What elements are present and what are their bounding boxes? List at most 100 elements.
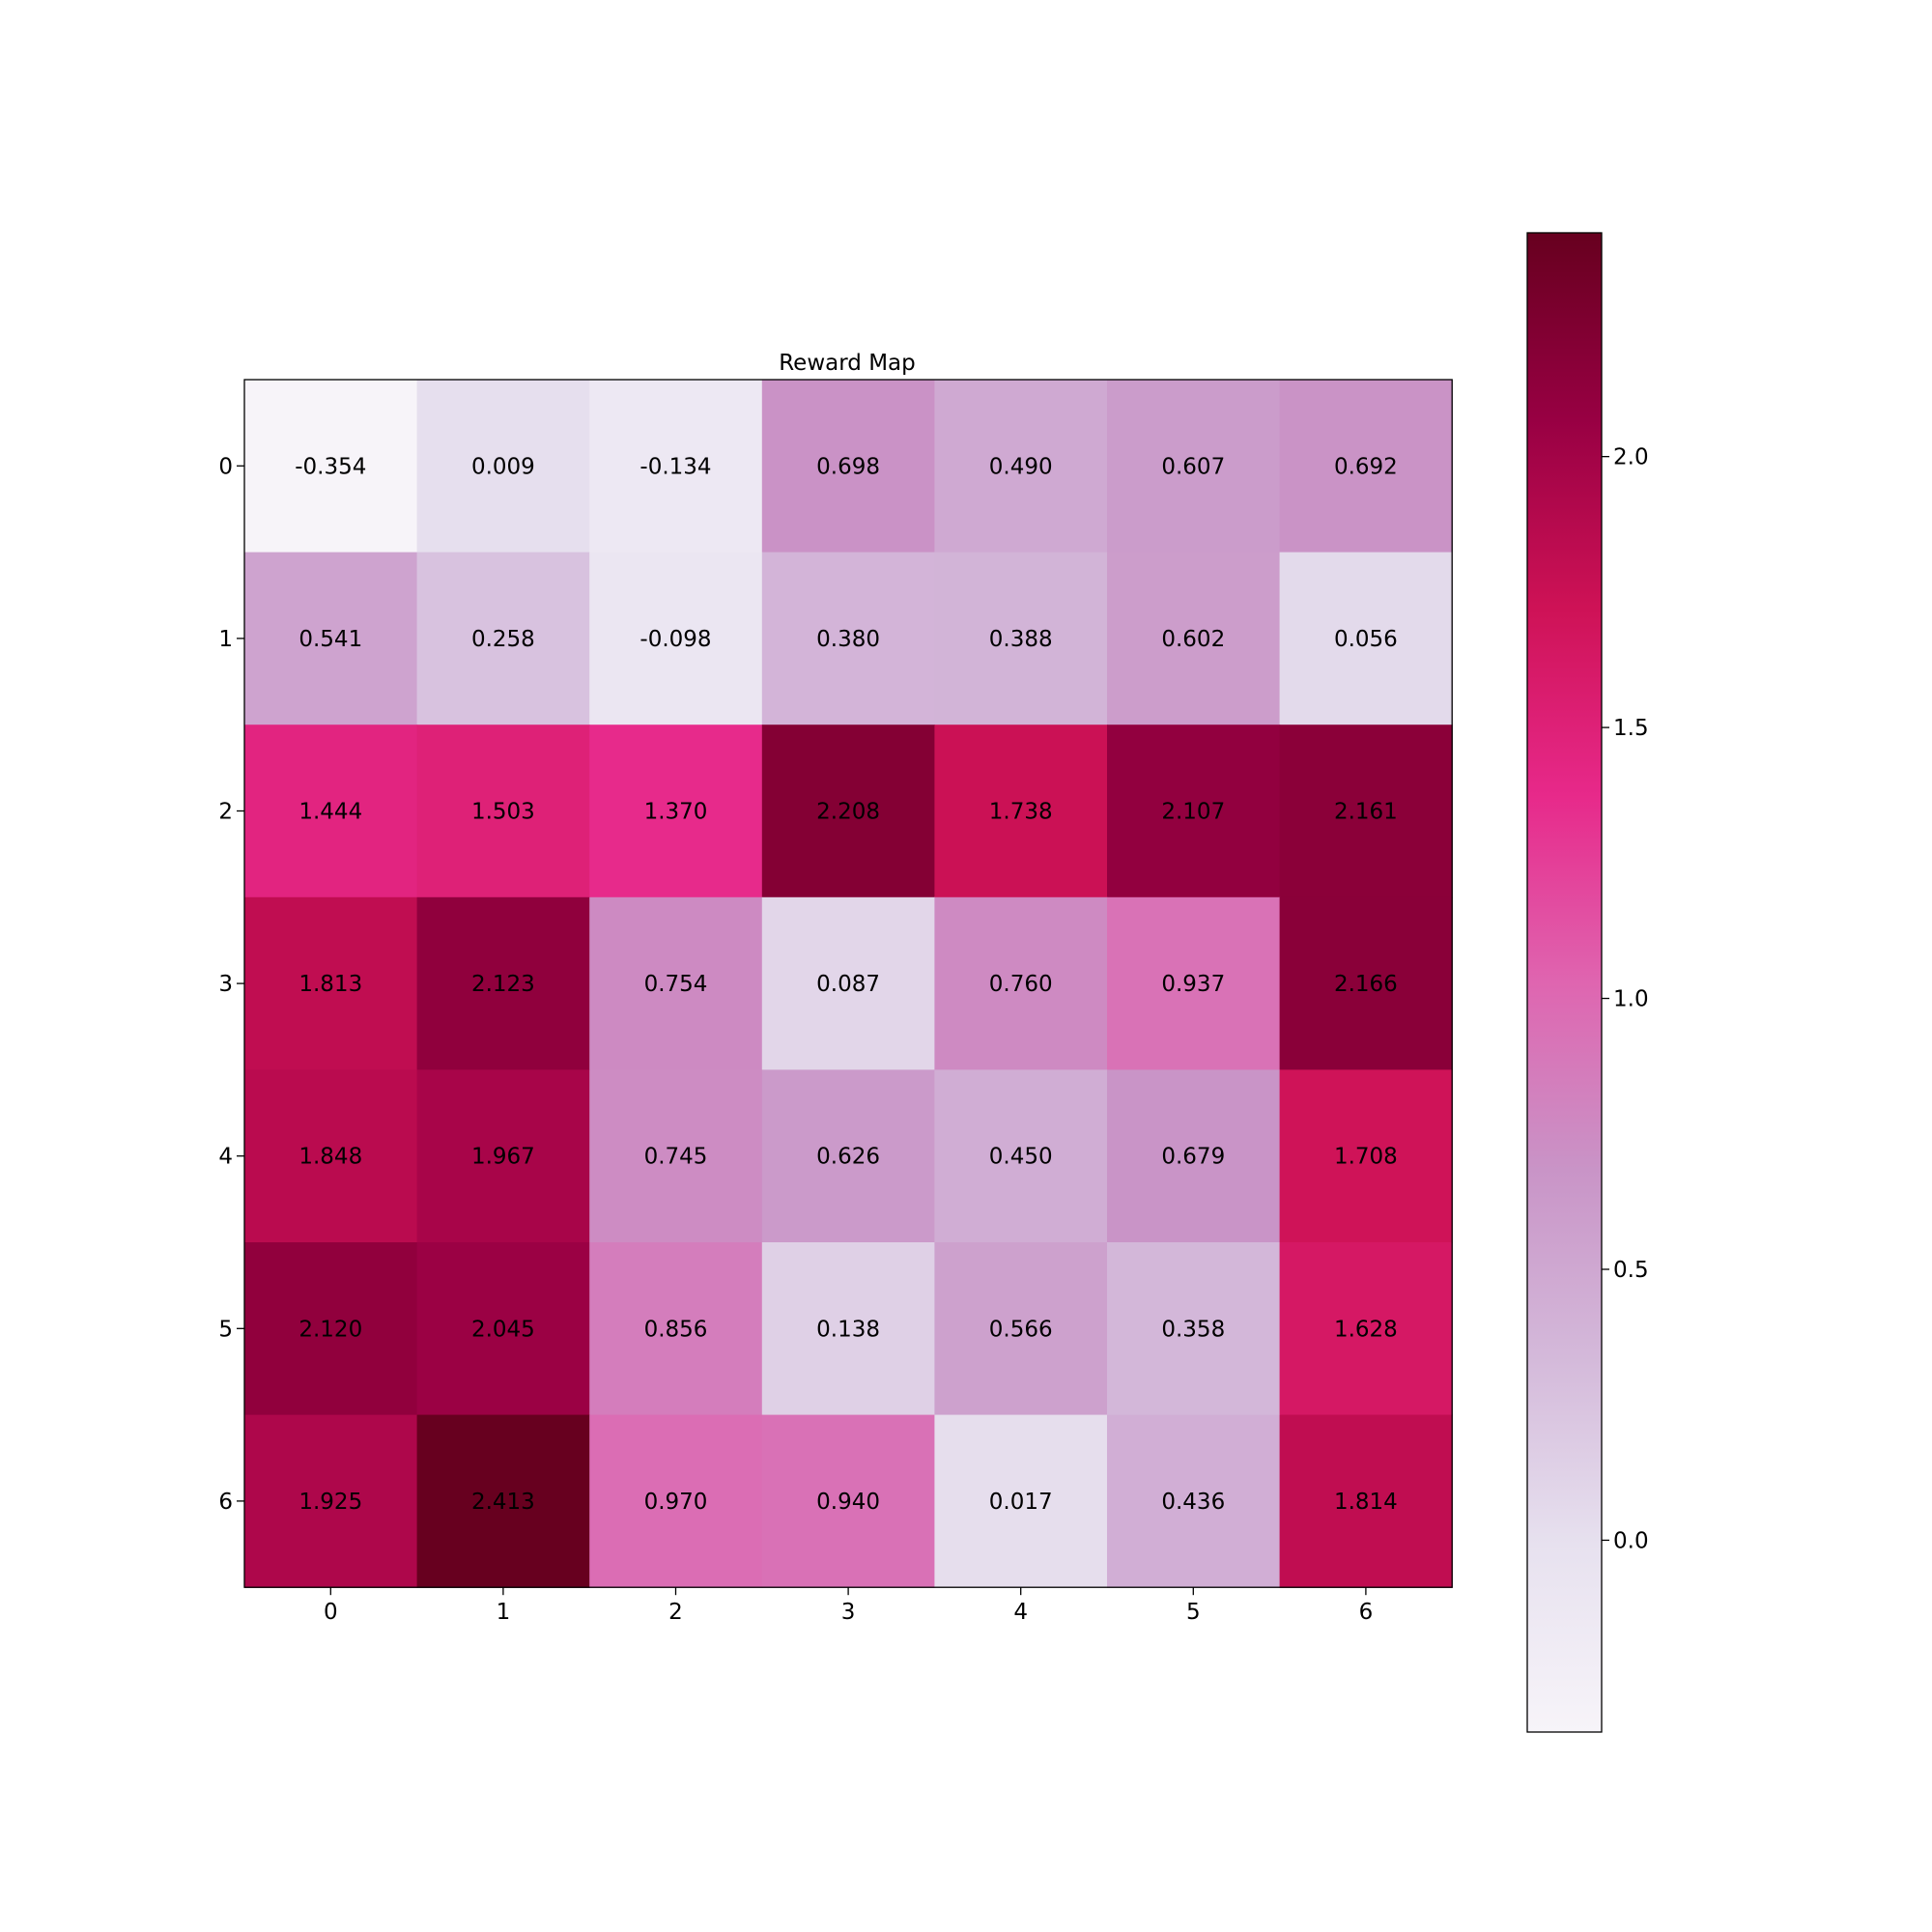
cell-label-6-1: 2.413 bbox=[471, 1490, 535, 1515]
colorbar-tick-label-1: 0.5 bbox=[1613, 1258, 1649, 1283]
cell-label-3-4: 0.760 bbox=[989, 972, 1053, 997]
heatmap-cell-1-6 bbox=[1279, 552, 1453, 725]
cell-label-1-1: 0.258 bbox=[471, 627, 535, 652]
cell-label-0-2: -0.134 bbox=[639, 454, 711, 479]
x-tick-label-0: 0 bbox=[324, 1600, 338, 1625]
cell-label-4-2: 0.745 bbox=[644, 1145, 708, 1170]
cell-label-2-5: 2.107 bbox=[1161, 800, 1225, 825]
colorbar-tick-label-0: 0.0 bbox=[1613, 1528, 1649, 1553]
cell-label-6-3: 0.940 bbox=[816, 1490, 880, 1515]
heatmap-cell-0-0 bbox=[244, 380, 418, 554]
heatmap-cell-2-4 bbox=[934, 724, 1108, 898]
cell-label-6-6: 1.814 bbox=[1334, 1490, 1398, 1515]
cell-label-3-2: 0.754 bbox=[644, 972, 708, 997]
heatmap-cell-1-0 bbox=[244, 552, 418, 725]
heatmap-cell-5-6 bbox=[1279, 1242, 1453, 1416]
cell-label-4-1: 1.967 bbox=[471, 1145, 535, 1170]
y-tick-label-0: 0 bbox=[218, 454, 233, 479]
colorbar-gradient bbox=[1527, 233, 1602, 1732]
cell-label-2-0: 1.444 bbox=[298, 800, 362, 825]
heatmap-cell-5-5 bbox=[1107, 1242, 1281, 1416]
cell-label-2-3: 2.208 bbox=[816, 800, 880, 825]
cell-label-1-6: 0.056 bbox=[1334, 627, 1398, 652]
heatmap-cell-2-5 bbox=[1107, 724, 1281, 898]
heatmap-cell-3-5 bbox=[1107, 896, 1281, 1070]
y-tick-label-1: 1 bbox=[218, 627, 233, 652]
heatmap-cell-5-0 bbox=[244, 1242, 418, 1416]
cell-label-1-5: 0.602 bbox=[1161, 627, 1225, 652]
heatmap-cell-3-6 bbox=[1279, 896, 1453, 1070]
heatmap-cell-1-2 bbox=[589, 552, 763, 725]
cell-label-5-5: 0.358 bbox=[1161, 1317, 1225, 1342]
heatmap-cell-3-3 bbox=[761, 896, 935, 1070]
heatmap-cell-2-6 bbox=[1279, 724, 1453, 898]
x-tick-label-1: 1 bbox=[497, 1600, 511, 1625]
cell-label-5-2: 0.856 bbox=[644, 1317, 708, 1342]
cell-label-0-4: 0.490 bbox=[989, 454, 1053, 479]
cell-label-1-2: -0.098 bbox=[639, 627, 711, 652]
heatmap-cell-1-1 bbox=[416, 552, 590, 725]
colorbar: 0.0 0.5 1.0 1.5 2.0 bbox=[1526, 232, 1649, 1733]
heatmap-cell-0-2 bbox=[589, 380, 763, 554]
cell-label-0-6: 0.692 bbox=[1334, 454, 1398, 479]
heatmap-cell-3-1 bbox=[416, 896, 590, 1070]
heatmap-cell-1-3 bbox=[761, 552, 935, 725]
heatmap-cell-0-5 bbox=[1107, 380, 1281, 554]
heatmap-cell-6-4 bbox=[934, 1414, 1108, 1588]
heatmap-cell-4-0 bbox=[244, 1069, 418, 1243]
heatmap-cell-6-3 bbox=[761, 1414, 935, 1588]
heatmap-cell-4-4 bbox=[934, 1069, 1108, 1243]
cell-label-3-0: 1.813 bbox=[298, 972, 362, 997]
heatmap-cell-4-5 bbox=[1107, 1069, 1281, 1243]
y-tick-label-3: 3 bbox=[218, 972, 233, 997]
cell-label-4-3: 0.626 bbox=[816, 1145, 880, 1170]
cell-label-1-3: 0.380 bbox=[816, 627, 880, 652]
cell-label-0-0: -0.354 bbox=[295, 454, 366, 479]
heatmap-cell-2-1 bbox=[416, 724, 590, 898]
heatmap-cells bbox=[244, 380, 1453, 1588]
x-tick-label-4: 4 bbox=[1013, 1600, 1028, 1625]
heatmap-cell-4-1 bbox=[416, 1069, 590, 1243]
cell-label-4-6: 1.708 bbox=[1334, 1145, 1398, 1170]
colorbar-tick-label-3: 1.5 bbox=[1613, 716, 1649, 741]
cell-label-2-6: 2.161 bbox=[1334, 800, 1398, 825]
cell-label-5-4: 0.566 bbox=[989, 1317, 1053, 1342]
heatmap-cell-5-2 bbox=[589, 1242, 763, 1416]
heatmap-cell-0-3 bbox=[761, 380, 935, 554]
colorbar-tick-label-4: 2.0 bbox=[1613, 445, 1649, 470]
heatmap-cell-3-0 bbox=[244, 896, 418, 1070]
x-axis: 0 1 2 3 4 5 6 bbox=[324, 1587, 1373, 1625]
cell-label-5-1: 2.045 bbox=[471, 1317, 535, 1342]
cell-label-0-3: 0.698 bbox=[816, 454, 880, 479]
cell-label-2-4: 1.738 bbox=[989, 800, 1053, 825]
x-tick-label-3: 3 bbox=[841, 1600, 856, 1625]
heatmap-cell-0-1 bbox=[416, 380, 590, 554]
y-tick-label-5: 5 bbox=[218, 1317, 233, 1342]
heatmap-cell-3-4 bbox=[934, 896, 1108, 1070]
cell-label-4-5: 0.679 bbox=[1161, 1145, 1225, 1170]
heatmap-cell-6-1 bbox=[416, 1414, 590, 1588]
cell-label-5-6: 1.628 bbox=[1334, 1317, 1398, 1342]
heatmap-cell-labels: -0.354 0.009 -0.134 0.698 0.490 0.607 0.692 0.5… bbox=[295, 454, 1398, 1515]
heatmap-cell-2-2 bbox=[589, 724, 763, 898]
cell-label-3-3: 0.087 bbox=[816, 972, 880, 997]
heatmap-cell-4-3 bbox=[761, 1069, 935, 1243]
heatmap-cell-5-3 bbox=[761, 1242, 935, 1416]
colorbar-tick-label-2: 1.0 bbox=[1613, 987, 1649, 1012]
heatmap-cell-0-4 bbox=[934, 380, 1108, 554]
chart-title: Reward Map bbox=[779, 351, 916, 376]
cell-label-3-6: 2.166 bbox=[1334, 972, 1398, 997]
heatmap-cell-1-5 bbox=[1107, 552, 1281, 725]
heatmap-cell-5-1 bbox=[416, 1242, 590, 1416]
heatmap-cell-6-0 bbox=[244, 1414, 418, 1588]
heatmap-cell-6-2 bbox=[589, 1414, 763, 1588]
cell-label-4-0: 1.848 bbox=[298, 1145, 362, 1170]
heatmap-cell-2-0 bbox=[244, 724, 418, 898]
x-tick-label-5: 5 bbox=[1186, 1600, 1201, 1625]
cell-label-1-0: 0.541 bbox=[298, 627, 362, 652]
cell-label-6-0: 1.925 bbox=[298, 1490, 362, 1515]
cell-label-5-0: 2.120 bbox=[298, 1317, 362, 1342]
cell-label-2-1: 1.503 bbox=[471, 800, 535, 825]
heatmap-cell-4-2 bbox=[589, 1069, 763, 1243]
